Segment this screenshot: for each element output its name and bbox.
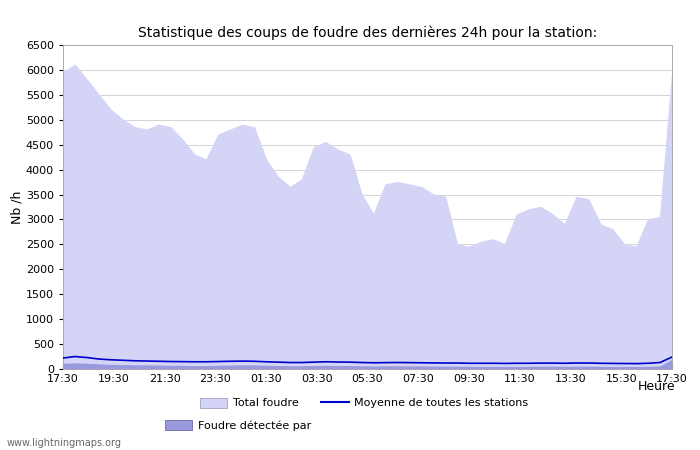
Legend: Foudre détectée par: Foudre détectée par bbox=[160, 416, 316, 436]
Legend: Total foudre, Moyenne de toutes les stations: Total foudre, Moyenne de toutes les stat… bbox=[195, 393, 533, 413]
Text: Heure: Heure bbox=[638, 380, 676, 393]
Text: www.lightningmaps.org: www.lightningmaps.org bbox=[7, 438, 122, 448]
Title: Statistique des coups de foudre des dernières 24h pour la station:: Statistique des coups de foudre des dern… bbox=[138, 25, 597, 40]
Y-axis label: Nb /h: Nb /h bbox=[10, 190, 23, 224]
